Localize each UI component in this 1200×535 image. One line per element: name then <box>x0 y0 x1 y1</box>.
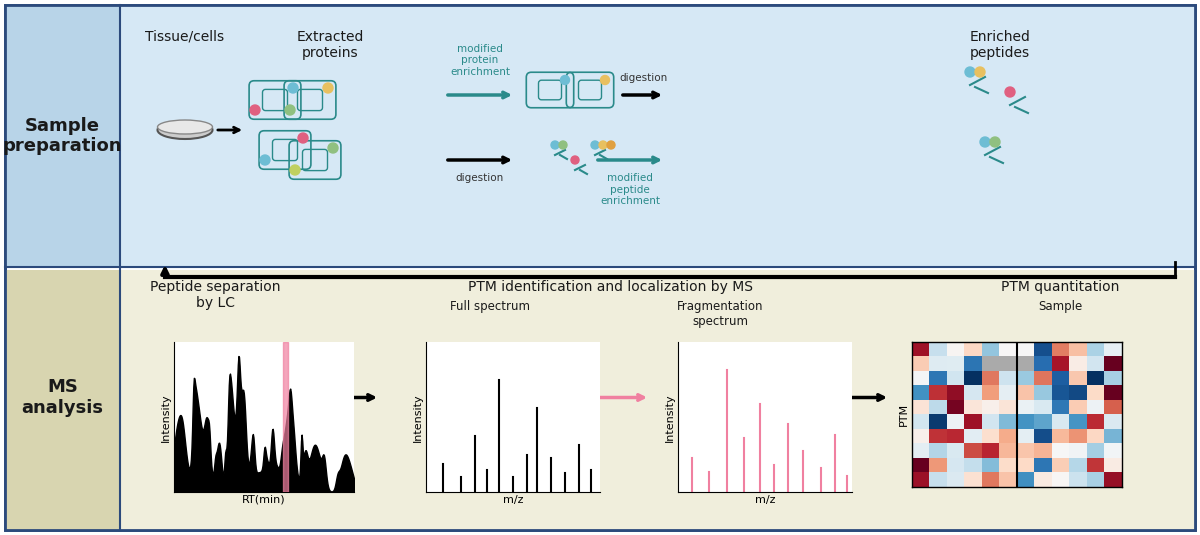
Circle shape <box>965 67 974 77</box>
Y-axis label: Intensity: Intensity <box>413 393 424 441</box>
FancyBboxPatch shape <box>5 5 1195 530</box>
Circle shape <box>607 141 616 149</box>
Circle shape <box>323 83 334 93</box>
X-axis label: RT(min): RT(min) <box>242 495 286 505</box>
Text: digestion: digestion <box>619 73 667 83</box>
Circle shape <box>290 165 300 175</box>
Circle shape <box>974 67 985 77</box>
Text: Peptide separation
by LC: Peptide separation by LC <box>150 280 281 310</box>
Y-axis label: PTM: PTM <box>899 403 910 426</box>
Circle shape <box>990 137 1000 147</box>
Y-axis label: Intensity: Intensity <box>665 393 676 441</box>
Circle shape <box>250 105 260 115</box>
Text: Extracted
proteins: Extracted proteins <box>296 30 364 60</box>
Circle shape <box>980 137 990 147</box>
Text: digestion: digestion <box>456 173 504 183</box>
Circle shape <box>260 155 270 165</box>
Circle shape <box>560 75 570 85</box>
Text: Enriched
peptides: Enriched peptides <box>970 30 1031 60</box>
Text: Full spectrum: Full spectrum <box>450 300 530 313</box>
Circle shape <box>1006 87 1015 97</box>
Circle shape <box>286 105 295 115</box>
Text: modified
peptide
enrichment: modified peptide enrichment <box>600 173 660 206</box>
Circle shape <box>288 83 298 93</box>
Circle shape <box>571 156 580 164</box>
FancyBboxPatch shape <box>5 270 1195 530</box>
Circle shape <box>559 141 568 149</box>
Circle shape <box>328 143 338 153</box>
Text: PTM quantitation: PTM quantitation <box>1001 280 1120 294</box>
Text: Sample: Sample <box>1038 300 1082 313</box>
Circle shape <box>551 141 559 149</box>
X-axis label: m/z: m/z <box>503 495 523 505</box>
Circle shape <box>600 75 610 85</box>
Text: Sample
preparation: Sample preparation <box>2 117 122 155</box>
Text: modified
protein
enrichment: modified protein enrichment <box>450 44 510 77</box>
Text: PTM identification and localization by MS: PTM identification and localization by M… <box>468 280 752 294</box>
Text: Tissue/cells: Tissue/cells <box>145 30 224 44</box>
Circle shape <box>592 141 599 149</box>
X-axis label: m/z: m/z <box>755 495 775 505</box>
Y-axis label: Intensity: Intensity <box>161 393 172 441</box>
Circle shape <box>298 133 308 143</box>
Bar <box>283 342 288 492</box>
FancyBboxPatch shape <box>5 270 120 530</box>
Ellipse shape <box>157 121 212 139</box>
Text: MS
analysis: MS analysis <box>22 378 103 417</box>
Circle shape <box>599 141 607 149</box>
FancyBboxPatch shape <box>5 5 1195 267</box>
Text: Fragmentation
spectrum: Fragmentation spectrum <box>677 300 763 328</box>
FancyBboxPatch shape <box>5 5 120 267</box>
Ellipse shape <box>157 120 212 134</box>
